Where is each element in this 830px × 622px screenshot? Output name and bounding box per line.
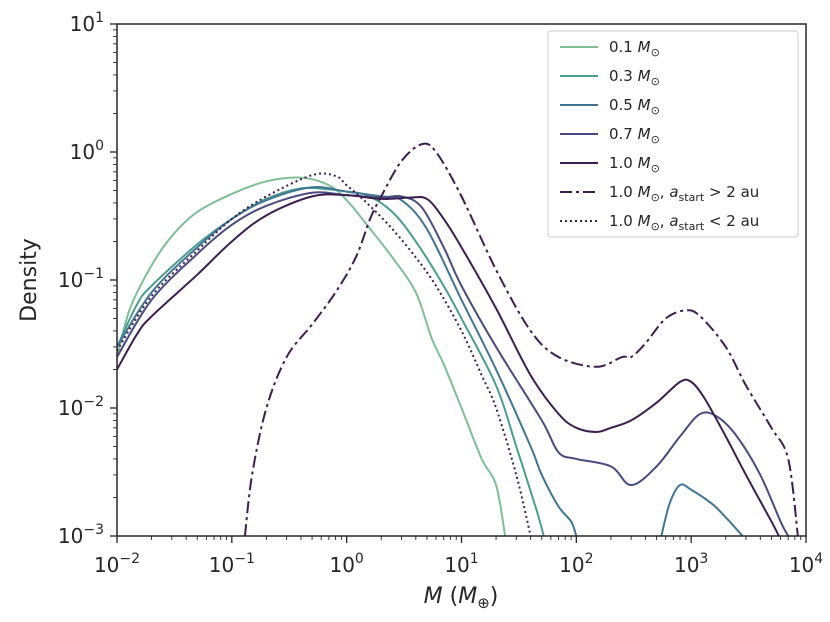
y-tick-label: 100 xyxy=(70,138,104,164)
x-tick-label: 100 xyxy=(329,551,363,577)
legend-label-s10in: 1.0 M⊙, astart < 2 au xyxy=(609,212,759,233)
y-tick-label: 10−1 xyxy=(58,266,104,292)
x-axis-label-unit-symbol: M xyxy=(458,584,477,609)
legend-label-s01: 0.1 M⊙ xyxy=(609,38,660,59)
x-tick-label: 101 xyxy=(444,551,478,577)
series-line-s01 xyxy=(117,176,507,536)
series-line-s10in xyxy=(117,172,532,536)
x-tick-label: 10−2 xyxy=(94,551,140,577)
y-axis: 10−3 10−2 10−1 100 101 xyxy=(58,10,117,548)
series-line-s05-b xyxy=(660,483,744,536)
y-tick-label: 10−2 xyxy=(58,394,104,420)
y-axis-label: Density xyxy=(17,238,42,322)
legend-label-s03: 0.3 M⊙ xyxy=(609,67,660,88)
legend-label-s05: 0.5 M⊙ xyxy=(609,96,660,117)
x-tick-label: 102 xyxy=(559,551,593,577)
x-axis-label: M (M⊕) xyxy=(424,584,499,612)
y-tick-label: 101 xyxy=(70,10,104,36)
x-tick-label: 104 xyxy=(789,551,823,577)
legend: 0.1 M⊙ 0.3 M⊙ 0.5 M⊙ 0.7 M⊙ 1.0 M⊙ 1.0 M⊙, as… xyxy=(547,30,799,238)
y-tick-label: 10−3 xyxy=(58,522,104,548)
legend-label-s07: 0.7 M⊙ xyxy=(609,125,660,146)
series-line-s10out xyxy=(243,142,799,536)
x-tick-label: 103 xyxy=(674,551,708,577)
series-line-s10 xyxy=(117,193,780,536)
series-line-s05 xyxy=(117,186,578,536)
legend-frame xyxy=(547,30,799,238)
legend-label-s10out: 1.0 M⊙, astart > 2 au xyxy=(609,183,759,204)
x-axis-label-close: ) xyxy=(490,584,499,609)
x-axis-label-symbol: M xyxy=(424,584,443,609)
x-axis: 10−2 10−1 100 101 102 103 104 xyxy=(94,536,823,577)
plot-lines xyxy=(117,142,799,536)
x-axis-label-unit: ( xyxy=(443,584,459,609)
x-tick-label: 10−1 xyxy=(209,551,255,577)
legend-label-s10: 1.0 M⊙ xyxy=(609,154,660,175)
x-axis-label-unit-sub: ⊕ xyxy=(477,594,490,612)
